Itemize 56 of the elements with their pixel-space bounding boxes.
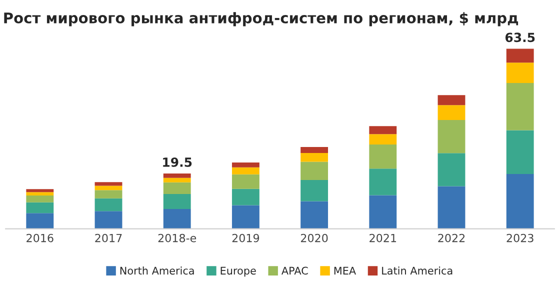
legend-label: North America <box>120 266 194 275</box>
chart-title: Рост мирового рынка антифрод-систем по регионам, $ млрд <box>4 12 518 26</box>
bar <box>438 153 466 186</box>
bar <box>369 144 397 169</box>
bar <box>438 186 466 229</box>
bar <box>369 195 397 229</box>
bar <box>94 198 122 212</box>
bar <box>506 62 534 83</box>
bar <box>369 168 397 196</box>
legend-label: APAC <box>282 266 308 275</box>
bar <box>232 174 260 189</box>
bar <box>232 188 260 206</box>
bar <box>26 195 54 202</box>
bar <box>94 211 122 229</box>
bar <box>506 48 534 63</box>
x-tick-label: 2017 <box>95 234 122 242</box>
bar <box>94 182 122 186</box>
bar <box>26 192 54 196</box>
bar <box>300 152 328 162</box>
bar <box>94 186 122 190</box>
x-tick-label: 2020 <box>300 234 328 242</box>
bar <box>163 174 191 178</box>
legend-label: Europe <box>220 266 256 277</box>
bar <box>163 208 191 229</box>
annotation: 63.5 <box>505 32 535 42</box>
bar <box>369 134 397 145</box>
bar <box>232 205 260 229</box>
bar <box>232 167 260 174</box>
bar <box>300 162 328 180</box>
bar <box>438 95 466 106</box>
bar <box>438 120 466 154</box>
bar <box>163 194 191 209</box>
bar <box>369 126 397 134</box>
bar <box>506 130 534 174</box>
bar <box>300 180 328 202</box>
bar <box>506 174 534 229</box>
bar <box>506 82 534 130</box>
x-tick-label: 2018-e <box>158 234 196 242</box>
annotation: 19.5 <box>163 157 192 167</box>
x-tick-label: 2019 <box>232 234 260 242</box>
bar <box>300 147 328 153</box>
x-tick-label: 2022 <box>438 234 465 242</box>
x-tick-label: 2023 <box>506 234 534 242</box>
bar <box>163 182 191 194</box>
bar <box>26 213 54 229</box>
legend-label: Latin America <box>382 266 452 275</box>
bar <box>232 162 260 168</box>
bar <box>300 201 328 229</box>
x-tick-label: 2016 <box>26 234 54 242</box>
bar <box>26 189 54 192</box>
x-tick-label: 2021 <box>370 234 396 242</box>
bar <box>438 105 466 120</box>
bar <box>26 202 54 214</box>
bar <box>94 190 122 198</box>
bar <box>163 178 191 182</box>
legend-label: MEA <box>334 266 356 274</box>
